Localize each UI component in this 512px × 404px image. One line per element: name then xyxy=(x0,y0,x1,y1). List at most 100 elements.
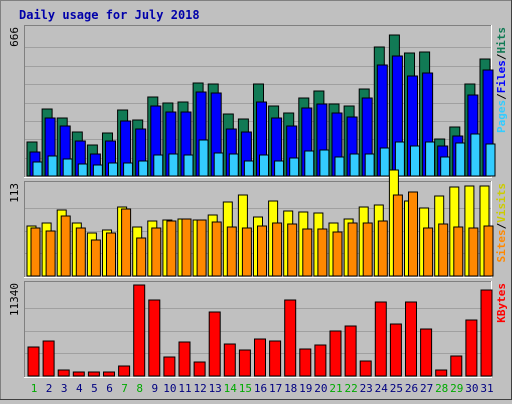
bar-hits-pages-day-20 xyxy=(319,149,330,177)
bar-visits-sites-day-2 xyxy=(45,230,56,277)
bar-hits-pages-day-9 xyxy=(153,154,164,177)
panel-hits-legend: Pages/Files/Hits xyxy=(495,27,508,133)
legend-entry: KBytes xyxy=(495,283,508,323)
bar-kbytes-kbytes-day-15 xyxy=(238,349,251,377)
bar-visits-sites-day-5 xyxy=(90,239,101,277)
bar-kbytes-kbytes-day-27 xyxy=(420,328,433,377)
day-label-29: 29 xyxy=(450,382,463,395)
legend-entry: / xyxy=(495,222,508,229)
bar-kbytes-kbytes-day-22 xyxy=(344,325,357,377)
bar-hits-pages-day-1 xyxy=(32,161,43,177)
bar-hits-pages-day-10 xyxy=(168,153,179,177)
bar-hits-pages-day-22 xyxy=(349,153,360,177)
bar-kbytes-kbytes-day-28 xyxy=(435,369,448,377)
day-label-15: 15 xyxy=(239,382,252,395)
day-label-28: 28 xyxy=(435,382,448,395)
bar-kbytes-kbytes-day-30 xyxy=(465,319,478,377)
bar-hits-pages-day-6 xyxy=(108,162,118,177)
bar-hits-pages-day-4 xyxy=(77,163,88,177)
bar-visits-sites-day-13 xyxy=(211,221,222,277)
bar-hits-pages-day-3 xyxy=(62,158,73,177)
bar-visits-sites-day-11 xyxy=(181,218,192,277)
day-label-27: 27 xyxy=(420,382,433,395)
legend-entry: Hits xyxy=(495,27,508,54)
bar-kbytes-kbytes-day-31 xyxy=(480,289,493,377)
day-label-21: 21 xyxy=(329,382,342,395)
day-label-8: 8 xyxy=(136,382,143,395)
bar-visits-sites-day-19 xyxy=(302,228,313,277)
bar-visits-sites-day-29 xyxy=(453,226,464,277)
bar-kbytes-kbytes-day-14 xyxy=(223,343,236,377)
bar-kbytes-kbytes-day-16 xyxy=(254,338,266,377)
bar-kbytes-kbytes-day-3 xyxy=(57,369,70,377)
legend-entry: / xyxy=(495,53,508,60)
bar-hits-pages-day-17 xyxy=(274,160,285,177)
day-label-6: 6 xyxy=(106,382,113,395)
day-label-30: 30 xyxy=(465,382,478,395)
bar-visits-sites-day-31 xyxy=(483,225,494,277)
bar-visits-sites-day-14 xyxy=(226,226,237,277)
day-label-24: 24 xyxy=(375,382,389,395)
bar-kbytes-kbytes-day-17 xyxy=(269,340,282,377)
bar-kbytes-kbytes-day-19 xyxy=(299,348,312,377)
bar-hits-pages-day-21 xyxy=(334,156,345,177)
day-label-17: 17 xyxy=(269,382,282,395)
bar-kbytes-kbytes-day-20 xyxy=(314,344,327,377)
bar-visits-sites-day-18 xyxy=(287,223,298,277)
bar-hits-pages-day-24 xyxy=(379,147,390,177)
day-label-23: 23 xyxy=(360,382,373,395)
legend-entry: Pages xyxy=(495,100,508,133)
day-label-13: 13 xyxy=(209,382,222,395)
bar-visits-sites-day-21 xyxy=(332,231,343,277)
legend-entry: Files xyxy=(495,60,508,93)
bar-hits-pages-day-11 xyxy=(183,154,194,177)
bar-kbytes-kbytes-day-2 xyxy=(42,340,55,377)
bar-hits-pages-day-30 xyxy=(470,133,481,177)
day-label-14: 14 xyxy=(224,382,238,395)
panel-hits-max-label: 666 xyxy=(8,27,21,47)
bar-kbytes-kbytes-day-25 xyxy=(389,323,402,377)
day-label-3: 3 xyxy=(61,382,68,395)
bar-visits-sites-day-16 xyxy=(257,225,267,277)
bar-hits-pages-day-23 xyxy=(364,153,375,177)
bar-kbytes-kbytes-day-21 xyxy=(329,330,342,377)
day-label-7: 7 xyxy=(121,382,128,395)
bar-kbytes-kbytes-day-4 xyxy=(72,371,85,377)
panel-kbytes-max-label: 11340 xyxy=(8,283,21,316)
bar-hits-pages-day-19 xyxy=(304,150,315,177)
bar-hits-pages-day-28 xyxy=(440,156,451,177)
bar-hits-pages-day-12 xyxy=(198,139,209,177)
bar-visits-sites-day-4 xyxy=(75,227,86,277)
day-label-11: 11 xyxy=(178,382,191,395)
legend-entry: Visits xyxy=(495,183,508,223)
bar-visits-sites-day-8 xyxy=(136,237,147,277)
bar-visits-sites-day-15 xyxy=(241,227,252,277)
bar-kbytes-kbytes-day-11 xyxy=(178,341,191,377)
day-label-16: 16 xyxy=(254,382,267,395)
bar-visits-sites-day-6 xyxy=(106,232,116,277)
bar-visits-sites-day-22 xyxy=(347,222,358,277)
day-label-9: 9 xyxy=(151,382,158,395)
day-label-5: 5 xyxy=(91,382,98,395)
day-label-1: 1 xyxy=(31,382,38,395)
bar-kbytes-kbytes-day-29 xyxy=(450,355,463,377)
day-label-12: 12 xyxy=(193,382,206,395)
bar-visits-sites-day-3 xyxy=(60,215,71,277)
bar-visits-sites-day-7 xyxy=(121,208,132,277)
bar-visits-sites-day-20 xyxy=(317,228,328,277)
bar-kbytes-kbytes-day-24 xyxy=(374,301,387,377)
bar-hits-pages-day-7 xyxy=(123,162,134,177)
day-label-10: 10 xyxy=(163,382,176,395)
bar-visits-sites-day-26 xyxy=(408,191,418,277)
day-label-4: 4 xyxy=(76,382,83,395)
bar-visits-sites-day-23 xyxy=(362,222,373,277)
bar-visits-sites-day-10 xyxy=(166,220,177,277)
bar-kbytes-kbytes-day-10 xyxy=(163,356,176,377)
bar-visits-sites-day-24 xyxy=(377,220,388,277)
day-label-18: 18 xyxy=(284,382,297,395)
day-label-19: 19 xyxy=(299,382,312,395)
bar-kbytes-kbytes-day-26 xyxy=(405,301,417,377)
bar-visits-sites-day-12 xyxy=(196,219,207,277)
